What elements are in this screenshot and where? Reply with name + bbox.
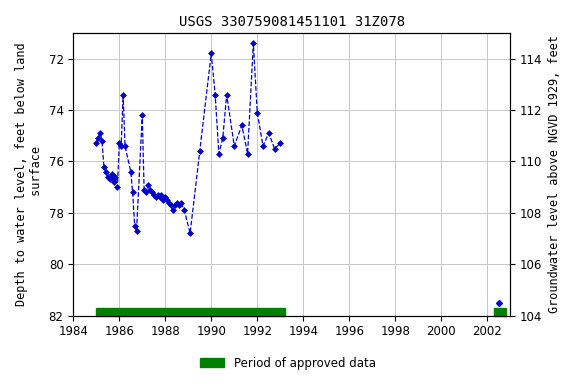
Y-axis label: Groundwater level above NGVD 1929, feet: Groundwater level above NGVD 1929, feet bbox=[548, 35, 561, 313]
Y-axis label: Depth to water level, feet below land
 surface: Depth to water level, feet below land su… bbox=[15, 43, 43, 306]
Legend: Period of approved data: Period of approved data bbox=[196, 352, 380, 374]
Bar bbox=[494, 308, 506, 316]
Bar bbox=[96, 308, 285, 316]
Title: USGS 330759081451101 31Z078: USGS 330759081451101 31Z078 bbox=[179, 15, 405, 29]
